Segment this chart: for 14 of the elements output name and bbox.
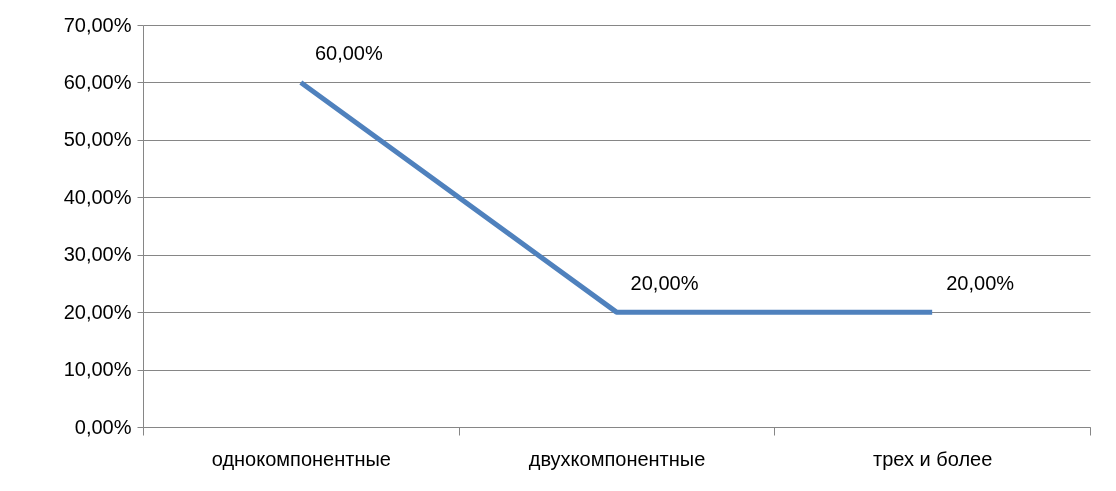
y-tick-label: 0,00% bbox=[74, 415, 132, 438]
data-label: 20,00% bbox=[946, 272, 1015, 295]
y-tick-label: 20,00% bbox=[63, 300, 132, 323]
y-tick-label: 70,00% bbox=[63, 13, 132, 36]
y-tick-label: 30,00% bbox=[63, 243, 132, 266]
y-tick-label: 50,00% bbox=[63, 128, 132, 151]
y-tick-label: 10,00% bbox=[63, 358, 132, 381]
x-tick-label: двухкомпонентные bbox=[528, 447, 706, 470]
x-tick-label: трех и более bbox=[873, 447, 993, 470]
x-tick-label: однокомпонентные bbox=[211, 447, 391, 470]
data-label: 60,00% bbox=[314, 42, 383, 65]
y-tick-label: 60,00% bbox=[63, 70, 132, 93]
data-label: 20,00% bbox=[630, 272, 699, 295]
y-tick-label: 40,00% bbox=[63, 185, 132, 208]
